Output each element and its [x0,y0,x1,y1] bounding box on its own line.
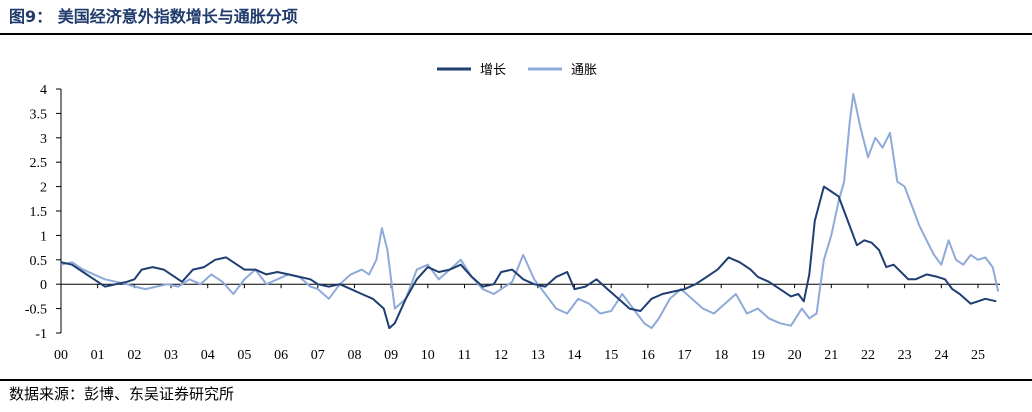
x-tick-label: 21 [824,348,838,363]
top-divider [0,33,1032,35]
x-tick-label: 18 [714,348,728,363]
x-tick-label: 06 [274,348,288,363]
x-tick-label: 17 [678,348,692,363]
x-tick-label: 05 [237,348,251,363]
x-tick-label: 15 [604,348,618,363]
x-tick-label: 14 [568,348,582,363]
x-tick-label: 02 [127,348,141,363]
line-chart: 增长 通胀 4 3.5 3 2.5 2 1.5 1 0.5 0 -0.5 -1 00 01 02 03 04… [25,63,1000,363]
x-tick-label: 25 [971,348,985,363]
series-line-growth [60,185,997,330]
x-tick-label: 11 [458,348,471,363]
x-tick-label: 09 [384,348,398,363]
bottom-divider [0,379,1032,381]
legend: 增长 通胀 [437,63,597,78]
y-tick-label: 1 [40,229,47,244]
x-tick-label: 22 [861,348,875,363]
x-axis: 00 01 02 03 04 05 06 07 08 09 10 11 12 13 14 15 16 17 18 19… [54,283,1000,363]
x-tick-label: 00 [54,348,68,363]
x-tick-label: 04 [201,348,215,363]
y-tick-label: -1 [35,327,47,342]
x-tick-label: 01 [91,348,105,363]
x-tick-label: 03 [164,348,178,363]
x-tick-label: 12 [494,348,508,363]
legend-label-inflation: 通胀 [571,63,597,78]
y-axis: 4 3.5 3 2.5 2 1.5 1 0.5 0 -0.5 -1 [25,83,62,342]
y-tick-label: 1.5 [30,205,48,220]
y-tick-label: -0.5 [25,303,47,318]
x-tick-label: 20 [788,348,802,363]
x-tick-label: 19 [751,348,765,363]
data-source-note: 数据来源：彭博、东吴证券研究所 [9,385,235,403]
y-tick-label: 3.5 [30,107,48,122]
y-tick-label: 2.5 [30,156,48,171]
x-tick-label: 07 [311,348,325,363]
x-tick-label: 08 [347,348,361,363]
y-tick-label: 3 [40,132,47,147]
legend-label-growth: 增长 [480,63,506,78]
x-tick-label: 10 [421,348,435,363]
y-tick-label: 4 [40,83,47,98]
y-tick-label: 2 [40,181,47,196]
y-tick-label: 0.5 [30,254,48,269]
series-line-inflation [60,92,1000,330]
y-tick-label: 0 [40,278,47,293]
x-tick-label: 16 [641,348,655,363]
plot-series [60,92,1000,330]
x-tick-label: 23 [898,348,912,363]
x-tick-label: 24 [934,348,948,363]
x-tick-label: 13 [531,348,545,363]
figure-title: 图9： 美国经济意外指数增长与通胀分项 [9,7,298,26]
